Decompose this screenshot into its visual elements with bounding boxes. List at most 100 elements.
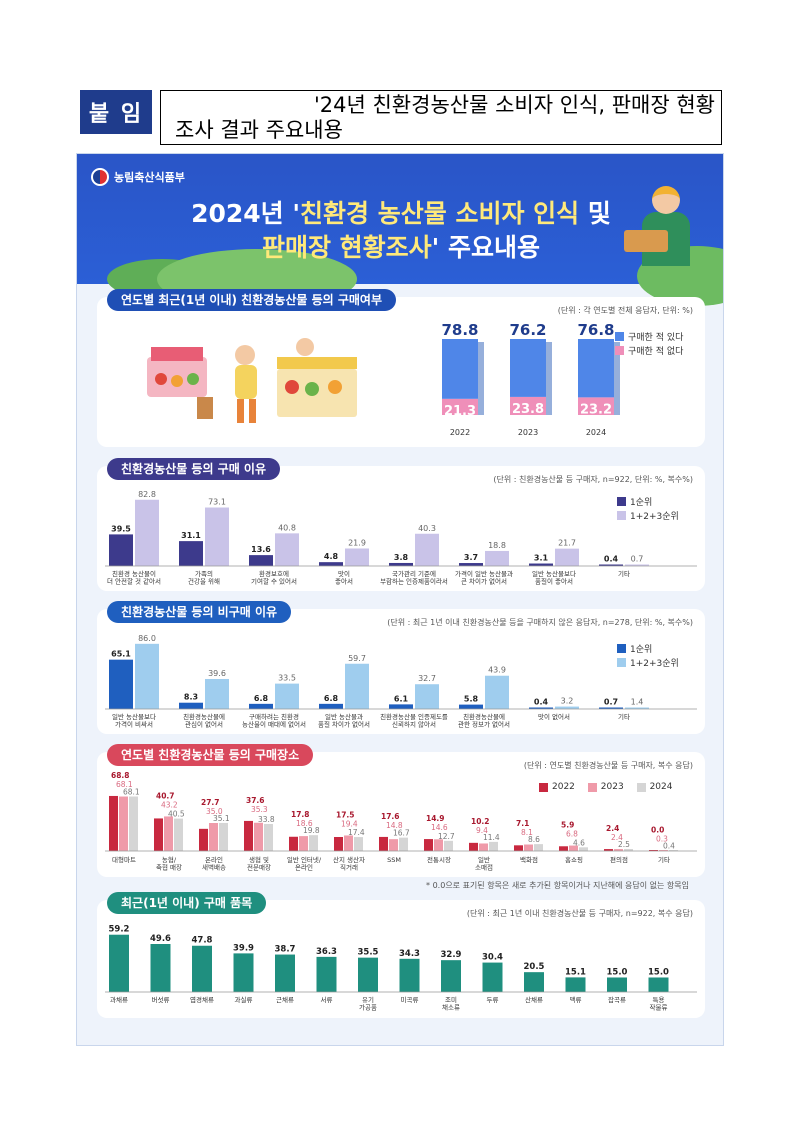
category-label: 일반 농산물보다 품질이 좋아서	[532, 569, 576, 586]
value-label: 15.0	[648, 967, 669, 977]
bar-rank123	[485, 675, 509, 709]
value-label-2022: 14.9	[426, 814, 445, 823]
bar-2024	[624, 849, 633, 851]
category-label: 서류	[321, 995, 333, 1004]
category-label: 산채류	[525, 995, 543, 1004]
category-label: 기타	[618, 569, 630, 578]
bar-2022	[334, 837, 343, 851]
bar-2022	[289, 836, 298, 851]
infographic: 농림축산식품부 2024년 '친환경 농산물 소비자 인식 및 판매장 현황조사…	[76, 153, 724, 1046]
value-label-2022: 37.6	[246, 796, 265, 805]
ministry-logo: 농림축산식품부	[91, 168, 185, 186]
bar-2023	[209, 823, 218, 851]
value-label-2023: 35.0	[206, 807, 223, 816]
nonpurchase-reason-unit: (단위 : 최근 1년 이내 친환경농산물 등을 구매하지 않은 응답자, n=…	[387, 618, 693, 627]
legend-swatch	[539, 782, 548, 792]
value-label: 32.9	[441, 950, 462, 960]
purchase-rate-legend: 구매한 적 있다 구매한 적 없다	[615, 329, 683, 357]
legend-item-2022: 2022	[539, 780, 575, 794]
bar-item	[482, 962, 503, 992]
category-label: 친환경농산물에 관한 정보가 없어서	[458, 712, 510, 729]
purchase-reason-title: 친환경농산물 등의 구매 이유	[107, 458, 281, 480]
bar-rank123	[275, 533, 299, 566]
bar-item	[524, 972, 544, 992]
value-label-2024: 4.6	[573, 838, 585, 847]
purchase-place-panel: 연도별 친환경농산물 등의 구매장소 (단위 : 연도별 친환경농산물 등 구매…	[97, 744, 705, 877]
purchase-reason-legend: 1순위 1+2+3순위	[617, 494, 679, 522]
value-label: 8.3	[184, 693, 198, 702]
category-label: 구매하려는 친환경 농산물이 매대에 없어서	[242, 712, 306, 729]
value-label: 34.3	[399, 949, 420, 959]
category-label: 맛이 없어서	[538, 712, 570, 721]
category-label: 2022	[450, 428, 470, 437]
category-label: 과실류	[235, 995, 253, 1004]
value-label: 36.3	[316, 947, 337, 957]
bar-2022	[109, 795, 118, 851]
bar-rank1	[319, 703, 343, 709]
value-label-2023: 18.6	[296, 819, 313, 828]
value-label-2022: 10.2	[471, 817, 490, 826]
legend-item-2024: 2024	[636, 780, 672, 794]
category-label: 기타	[658, 855, 670, 864]
legend-item-2023: 2023	[587, 780, 624, 794]
value-label-not-bought: 23.2	[580, 402, 612, 417]
value-label: 21.7	[558, 539, 576, 548]
bar-rank1	[319, 562, 343, 566]
bar-2023	[389, 839, 398, 851]
value-label: 0.7	[631, 555, 644, 564]
bar-2024	[219, 822, 228, 851]
category-label: 온라인 새벽배송	[202, 855, 226, 872]
legend-swatch	[636, 782, 646, 792]
category-label: 친환경농산물 인증제도를 신뢰하지 않아서	[380, 712, 448, 729]
bar-rank1	[179, 541, 203, 566]
bar-2022	[514, 845, 523, 851]
value-label: 21.9	[348, 538, 366, 547]
bar-2023	[614, 849, 623, 851]
category-label: 친환경 농산물이 더 안전할 것 같아서	[107, 569, 161, 586]
ministry-name: 농림축산식품부	[114, 171, 185, 184]
bar-rank123	[135, 643, 159, 709]
bar-rank123	[555, 706, 579, 709]
value-label: 20.5	[524, 962, 545, 972]
document-title: '24년 친환경농산물 소비자 인식, 판매장 현황 조사 결과 주요내용	[160, 90, 722, 145]
value-label-2023: 0.3	[656, 835, 668, 844]
bar-2023	[164, 816, 173, 851]
purchase-items-chart: 59.2 과채류 49.6 버섯류 47.8 엽경채류 39.9 과실류 38.7 근채류 36.3…	[105, 925, 697, 1012]
purchase-rate-chart: 78.8 21.3 2022 76.2 23.8 2023 76.8 23.2 2024	[441, 321, 620, 437]
legend-swatch	[587, 782, 597, 792]
category-label: 편의점	[610, 855, 628, 864]
category-label: 근채류	[276, 996, 294, 1004]
category-label: 대형마트	[112, 855, 136, 864]
value-label: 40.8	[278, 523, 296, 532]
value-label: 30.4	[482, 953, 503, 963]
value-label-2023: 2.4	[611, 833, 623, 842]
value-label-2023: 14.8	[386, 821, 403, 830]
purchase-reason-panel: 친환경농산물 등의 구매 이유 (단위 : 친환경농산물 등 구매자, n=92…	[97, 458, 705, 591]
bar-rank123	[415, 684, 439, 709]
value-label: 32.7	[418, 674, 436, 683]
bar-2022	[244, 820, 253, 851]
value-label: 82.8	[138, 490, 156, 499]
bar-2023	[569, 845, 578, 851]
bar-rank1	[529, 707, 553, 709]
value-label-not-bought: 21.3	[444, 404, 476, 419]
bar-2024	[174, 818, 183, 851]
value-label: 59.2	[109, 925, 130, 935]
bar-2023	[299, 836, 308, 851]
bar-2023	[479, 843, 488, 851]
category-label: 홈쇼핑	[565, 855, 583, 864]
value-label: 0.7	[604, 698, 618, 707]
bar-not-bought	[578, 397, 614, 415]
value-label-2023: 14.6	[431, 823, 448, 832]
bar-rank1	[249, 703, 273, 709]
category-label: 맛이 좋아서	[335, 569, 353, 586]
bar-side-shade	[614, 342, 620, 415]
value-label-2024: 0.4	[663, 842, 675, 851]
bar-not-bought	[442, 398, 478, 415]
bar-2024	[489, 841, 498, 851]
bar-2022	[154, 818, 163, 851]
legend-swatch	[617, 496, 626, 506]
purchase-place-legend: 2022 2023 2024	[529, 780, 672, 795]
value-label: 18.8	[488, 541, 506, 550]
